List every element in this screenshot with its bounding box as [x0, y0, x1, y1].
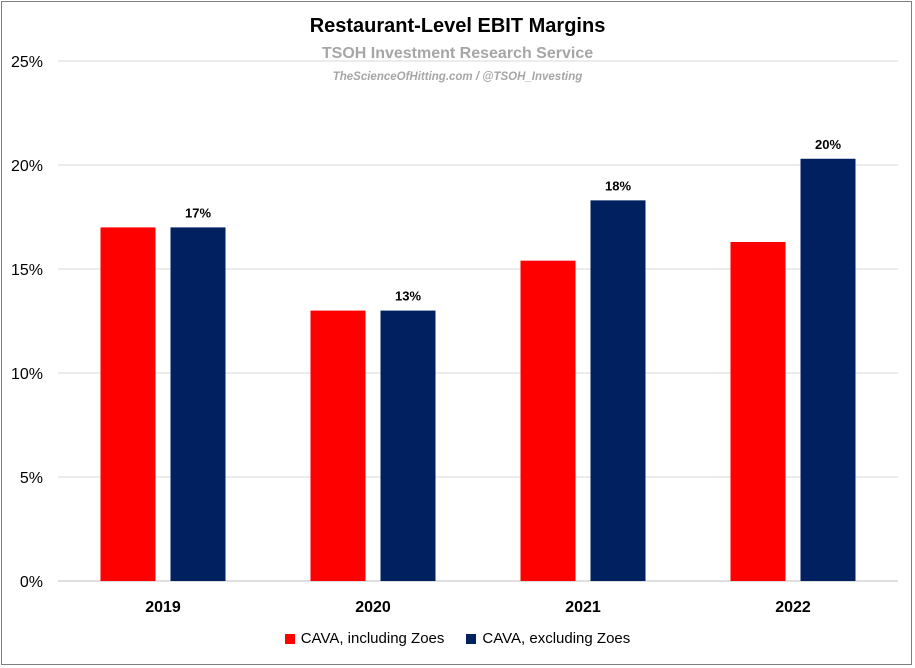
data-label: 13% [395, 289, 421, 304]
legend-item-excluding: CAVA, excluding Zoes [466, 630, 630, 647]
x-tick-label: 2020 [355, 599, 391, 616]
bar [380, 310, 436, 581]
bar [590, 200, 646, 582]
y-tick-label: 20% [11, 158, 43, 175]
x-tick-label: 2019 [145, 599, 181, 616]
y-tick-label: 0% [20, 574, 43, 591]
bar [100, 227, 156, 581]
bar [310, 310, 366, 581]
data-label: 20% [815, 137, 841, 152]
x-tick-label: 2021 [565, 599, 601, 616]
bar [800, 158, 856, 581]
y-tick-label: 5% [20, 470, 43, 487]
legend-label-excluding: CAVA, excluding Zoes [482, 630, 631, 647]
y-tick-label: 10% [11, 366, 43, 383]
chart-source: TheScienceOfHitting.com / @TSOH_Investin… [332, 71, 583, 83]
legend-item-including: CAVA, including Zoes [284, 630, 445, 647]
chart-subtitle: TSOH Investment Research Service [321, 45, 594, 62]
data-label: 17% [185, 205, 211, 220]
data-label: 18% [605, 178, 631, 193]
x-tick-label: 2022 [775, 599, 811, 616]
bar [730, 241, 786, 581]
legend-label-including: CAVA, including Zoes [300, 630, 445, 647]
bar [170, 227, 226, 581]
y-tick-label: 15% [11, 262, 43, 279]
legend-swatch-excluding [466, 633, 477, 644]
legend-swatch-including [284, 633, 295, 644]
legend: CAVA, including Zoes CAVA, excluding Zoe… [0, 630, 915, 647]
chart-title: Restaurant-Level EBIT Margins [309, 15, 606, 37]
bar [520, 260, 576, 581]
y-tick-label: 25% [11, 54, 43, 71]
